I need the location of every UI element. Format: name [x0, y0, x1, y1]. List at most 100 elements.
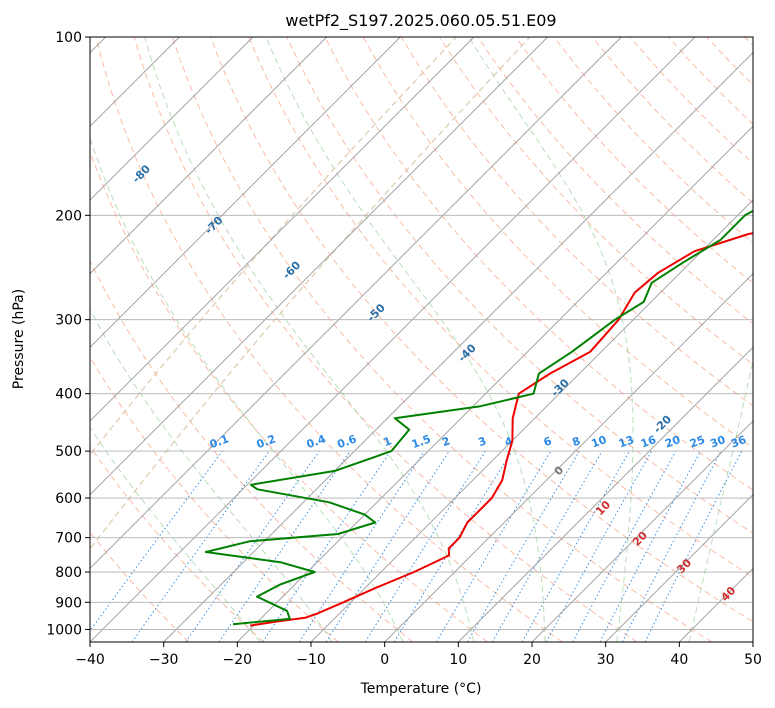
mixing-ratio-label: 3: [476, 434, 488, 449]
moist-adiabat: [468, 37, 634, 642]
reference-curve: [90, 37, 531, 550]
x-tick-label: 50: [744, 652, 762, 668]
mixing-ratio-label: 0.1: [208, 432, 231, 451]
isotherm: [531, 420, 753, 642]
moist-adiabat: [90, 308, 333, 642]
dry-adiabat: [706, 37, 753, 86]
y-tick-label: 1000: [46, 622, 82, 638]
dry-adiabat: [515, 37, 753, 284]
isotherm: [237, 125, 753, 642]
isotherm: [90, 37, 622, 569]
mixing-ratio-label: 10: [590, 433, 609, 451]
x-tick-label: −40: [75, 652, 105, 668]
dry-adiabat: [90, 150, 488, 642]
dry-adiabat: [90, 356, 339, 642]
isotherm: [90, 37, 254, 201]
mixing-ratio-label: 8: [570, 434, 582, 449]
y-tick-label: 900: [55, 595, 82, 611]
isotherm: [752, 641, 753, 642]
mixing-ratio-label: 0.6: [336, 432, 359, 451]
mixing-ratio-line: [644, 450, 743, 642]
moist-adiabat-label: 30: [674, 556, 694, 576]
moist-adiabat: [265, 37, 546, 642]
x-tick-label: 20: [523, 652, 541, 668]
plot-frame: [89, 36, 754, 643]
dry-adiabat-label: -100: [14, 77, 43, 106]
x-tick-label: 30: [597, 652, 615, 668]
dry-adiabat: [133, 37, 638, 642]
x-tick-label: −10: [296, 652, 326, 668]
moist-adiabat-label: 10: [593, 498, 613, 518]
moist-adiabat: [90, 136, 404, 642]
mixing-ratio-line: [393, 450, 513, 642]
mixing-ratio-label: 1: [382, 434, 394, 449]
mixing-ratio-label: 0.2: [255, 432, 278, 451]
dry-adiabat: [210, 37, 753, 623]
isotherm: [90, 37, 696, 642]
mixing-ratio-line: [131, 450, 270, 642]
mixing-ratio-line: [599, 450, 701, 642]
dry-adiabat: [90, 531, 190, 642]
x-tick-label: 40: [670, 652, 688, 668]
x-axis-label: Temperature (°C): [360, 681, 482, 697]
y-axis-label: Pressure (hPa): [11, 289, 27, 389]
moist-adiabat-label: 40: [718, 584, 738, 604]
dry-adiabat-label: -70: [202, 214, 225, 237]
mixing-ratio-line: [364, 450, 486, 642]
dry-adiabat: [744, 37, 753, 47]
isotherm: [90, 37, 475, 422]
y-tick-label: 800: [55, 565, 82, 581]
dry-adiabat: [90, 445, 264, 642]
mixing-ratio-label: 25: [688, 433, 707, 450]
dry-adiabat-label: -60: [280, 258, 303, 281]
isotherm: [605, 494, 753, 642]
mixing-ratio-label: 0.4: [305, 432, 328, 451]
x-tick-label: 0: [380, 652, 389, 668]
dry-adiabat: [248, 37, 753, 578]
isotherm: [384, 273, 753, 642]
y-tick-label: 400: [55, 387, 82, 403]
dry-adiabat: [286, 37, 753, 534]
mixing-ratio-label: 6: [542, 434, 554, 449]
dry-adiabat: [171, 37, 712, 642]
dry-adiabat-label: -80: [130, 162, 153, 185]
isotherm: [90, 37, 327, 275]
mixing-ratio-line: [325, 450, 450, 642]
x-tick-label: 10: [449, 652, 467, 668]
mixing-ratio-line: [298, 450, 425, 642]
mixing-ratio-line: [262, 450, 392, 642]
dry-adiabat-label: -50: [365, 301, 388, 324]
mixing-ratio-label: 13: [617, 433, 636, 450]
isotherm: [458, 346, 753, 642]
mixing-ratio-label: 36: [729, 433, 748, 451]
mixing-ratio-label: 2: [440, 434, 452, 449]
dry-adiabat-label: -10: [758, 447, 775, 470]
x-tick-label: −30: [149, 652, 179, 668]
isotherm: [163, 52, 753, 642]
moist-adiabat-label: 20: [630, 529, 650, 549]
mixing-ratio-line: [572, 450, 677, 642]
temperature-profile: [249, 232, 753, 627]
dry-adiabat: [668, 37, 753, 125]
y-tick-label: 300: [55, 313, 82, 329]
mixing-ratio-line: [218, 450, 351, 642]
y-tick-label: 600: [55, 491, 82, 507]
reference-curve: [90, 37, 457, 456]
mixing-ratio-line: [185, 450, 320, 642]
mixing-ratio-line: [435, 450, 552, 642]
dewpoint-profile: [204, 209, 753, 626]
mixing-ratio-line: [545, 450, 653, 642]
dry-adiabat: [324, 37, 753, 491]
y-tick-label: 200: [55, 208, 82, 224]
mixing-ratio-label: 30: [708, 433, 727, 451]
isotherm: [90, 37, 548, 496]
moist-adiabat: [90, 426, 261, 642]
dry-adiabat-label: -20: [651, 412, 674, 435]
isotherm: [90, 37, 401, 348]
y-tick-label: 500: [55, 444, 82, 460]
x-tick-label: −20: [223, 652, 253, 668]
mixing-ratio-label: 4: [503, 434, 515, 449]
moist-adiabat: [144, 37, 475, 642]
mixing-ratio-line: [521, 450, 630, 642]
moist-adiabat: [688, 358, 753, 642]
